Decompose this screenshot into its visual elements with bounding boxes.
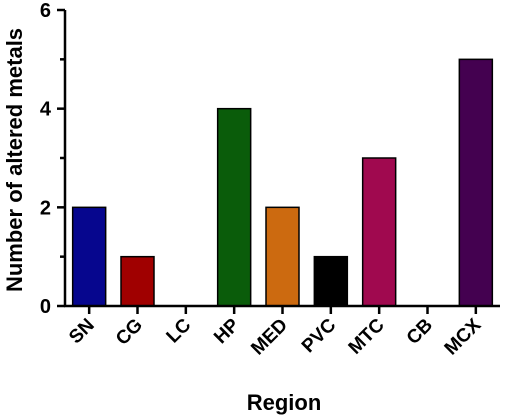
bars-group <box>71 58 494 307</box>
y-tick-label: 6 <box>40 0 51 22</box>
bar-med <box>265 206 300 307</box>
bar-sn <box>71 206 107 307</box>
y-axis: 0 2 4 6 <box>40 0 67 318</box>
x-tick-label-pvc: PVC <box>298 314 341 357</box>
x-axis: SN CG LC HP MED PVC MTC CB MCX <box>64 304 500 360</box>
x-tick-label-mtc: MTC <box>345 314 389 358</box>
y-tick-label: 2 <box>40 197 51 219</box>
bar-pvc <box>313 255 349 307</box>
y-tick-label: 0 <box>40 296 51 318</box>
bar-mcx <box>458 58 494 307</box>
x-axis-title: Region <box>247 390 322 415</box>
bar-mtc <box>361 157 397 307</box>
x-tick-label-mcx: MCX <box>441 314 486 359</box>
x-tick-label-cb: CB <box>403 315 437 349</box>
y-tick-label: 4 <box>40 99 52 121</box>
x-tick-label-sn: SN <box>65 315 99 349</box>
y-axis-title: Number of altered metals <box>2 28 27 292</box>
bar-cg <box>120 255 155 307</box>
x-tick-label-cg: CG <box>112 315 147 350</box>
bar-hp <box>216 107 252 307</box>
x-tick-label-hp: HP <box>210 314 244 348</box>
x-tick-label-med: MED <box>247 315 292 360</box>
x-tick-label-lc: LC <box>163 314 196 347</box>
